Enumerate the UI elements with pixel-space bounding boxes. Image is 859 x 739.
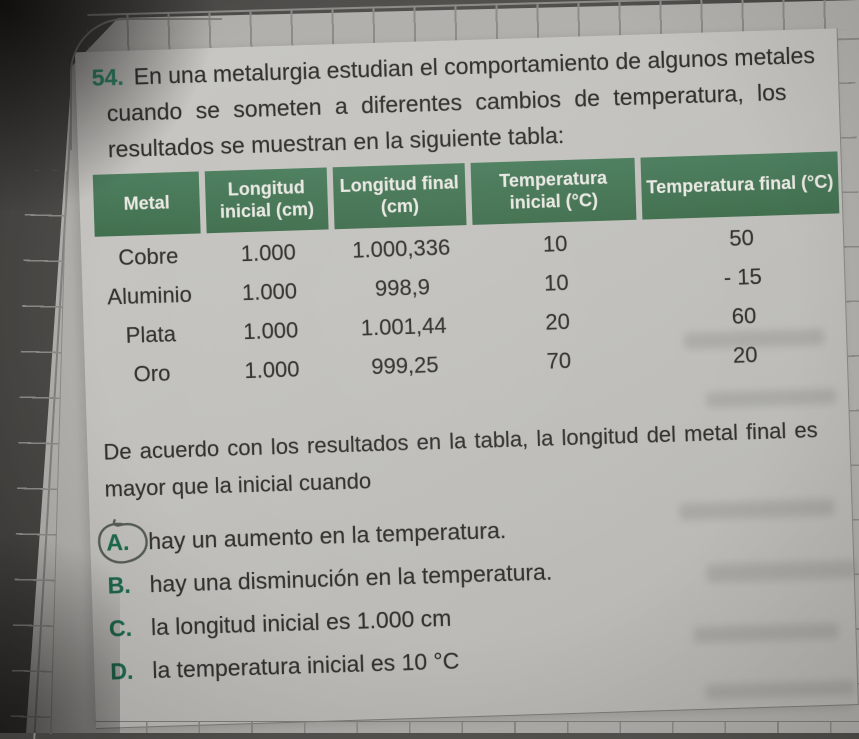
results-table: Metal Longitud inicial (cm) Longitud fin…	[87, 146, 851, 398]
header-temperatura-final: Temperatura final (°C)	[640, 151, 840, 220]
option-letter: C.	[108, 614, 133, 642]
longitud-final-cell: 999,25	[370, 351, 439, 380]
temperatura-inicial-cell: 70	[546, 347, 572, 374]
temperatura-inicial-cell: 10	[542, 230, 568, 257]
question-block: 54. En una metalurgia estudian el comport…	[75, 36, 839, 168]
header-longitud-final: Longitud final (cm)	[332, 163, 467, 230]
notebook-bottom-ticks	[95, 721, 859, 733]
longitud-inicial-cell: 1.000	[244, 356, 300, 384]
temperatura-inicial-cell: 20	[544, 308, 571, 335]
bleed-through-smudge	[705, 388, 837, 408]
longitud-final-cell: 998,9	[374, 274, 431, 301]
option-letter: A.	[105, 528, 130, 556]
metal-cell: Aluminio	[107, 281, 193, 310]
answer-options: A. hay un aumento en la temperatura. B. …	[98, 506, 857, 701]
temperatura-inicial-cell: 10	[543, 269, 569, 296]
header-longitud-inicial: Longitud inicial (cm)	[204, 167, 329, 234]
longitud-inicial-cell: 1.000	[242, 317, 299, 345]
metal-cell: Cobre	[118, 243, 179, 270]
option-letter: B.	[107, 571, 132, 599]
option-text: hay un aumento en la temperatura.	[147, 516, 507, 555]
followup-statement: De acuerdo con los resultados en la tabl…	[103, 410, 851, 507]
bleed-through-smudge	[705, 680, 856, 700]
option-letter: D.	[109, 657, 134, 685]
temperatura-final-cell: 50	[728, 224, 755, 251]
longitud-final-cell: 1.000,336	[351, 234, 451, 263]
header-metal: Metal	[92, 171, 201, 237]
question-number: 54.	[91, 63, 125, 91]
metal-cell: Plata	[125, 321, 177, 348]
worksheet: 54. En una metalurgia estudian el comport…	[74, 28, 859, 729]
longitud-final-cell: 1.001,44	[360, 312, 447, 341]
metal-cell: Oro	[133, 360, 171, 387]
header-temperatura-inicial: Temperatura inicial (°C)	[470, 157, 637, 225]
longitud-inicial-cell: 1.000	[240, 239, 297, 267]
temperatura-final-cell: - 15	[723, 263, 763, 290]
longitud-inicial-cell: 1.000	[241, 278, 298, 306]
